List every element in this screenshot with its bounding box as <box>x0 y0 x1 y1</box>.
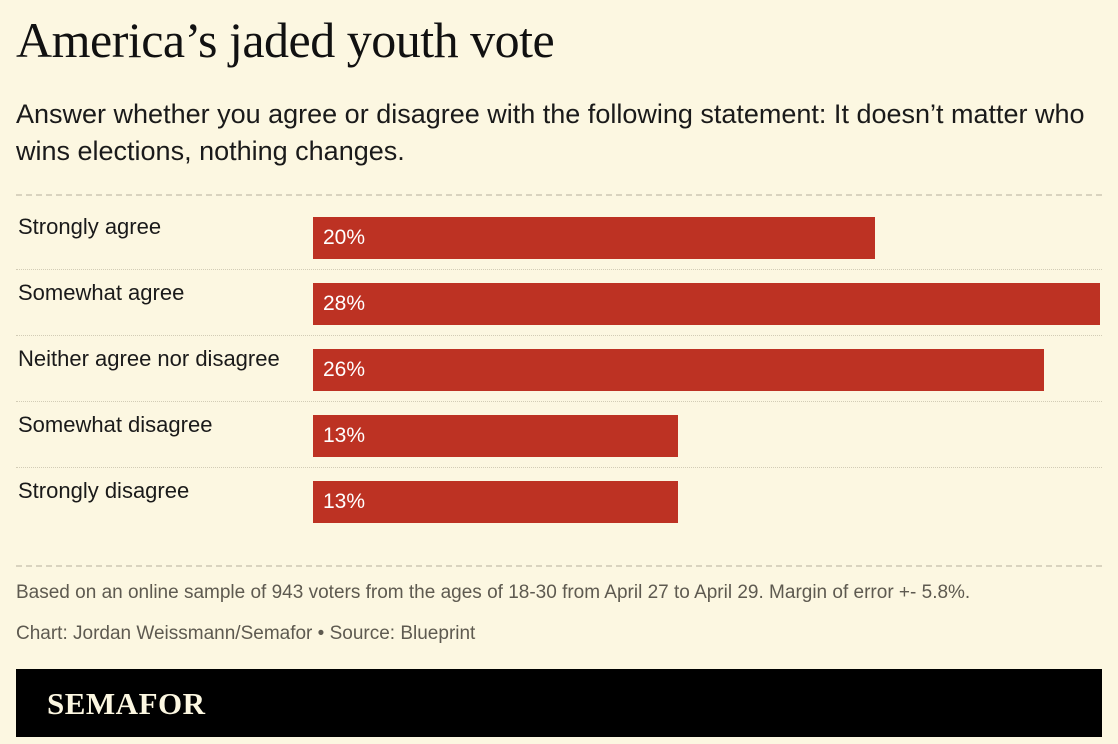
bar: 28% <box>313 283 1100 325</box>
bottom-divider <box>16 565 1102 567</box>
chart-title: America’s jaded youth vote <box>16 12 555 68</box>
category-label: Strongly disagree <box>18 478 190 503</box>
chart-subtitle: Answer whether you agree or disagree wit… <box>16 99 1085 166</box>
bar: 13% <box>313 415 678 457</box>
row-divider <box>16 335 1102 336</box>
semafor-logo: SEMAFOR <box>47 686 206 721</box>
bar-value-label: 26% <box>323 358 366 381</box>
bar-value-label: 13% <box>323 490 366 513</box>
source-credit: Chart: Jordan Weissmann/Semafor • Source… <box>16 623 476 644</box>
row-divider <box>16 269 1102 270</box>
bar: 13% <box>313 481 678 523</box>
top-divider <box>16 194 1102 196</box>
bar: 26% <box>313 349 1044 391</box>
brand-footer-bar: SEMAFOR <box>16 669 1102 737</box>
bar-value-label: 28% <box>323 292 366 315</box>
footnote: Based on an online sample of 943 voters … <box>16 582 971 603</box>
bar: 20% <box>313 217 875 259</box>
category-label: Strongly agree <box>18 214 162 239</box>
category-label: Somewhat agree <box>18 280 185 305</box>
row-divider <box>16 467 1102 468</box>
bar-value-label: 13% <box>323 424 366 447</box>
category-label: Neither agree nor disagree <box>18 346 280 371</box>
row-divider <box>16 401 1102 402</box>
category-label: Somewhat disagree <box>18 412 213 437</box>
bar-value-label: 20% <box>323 226 366 249</box>
